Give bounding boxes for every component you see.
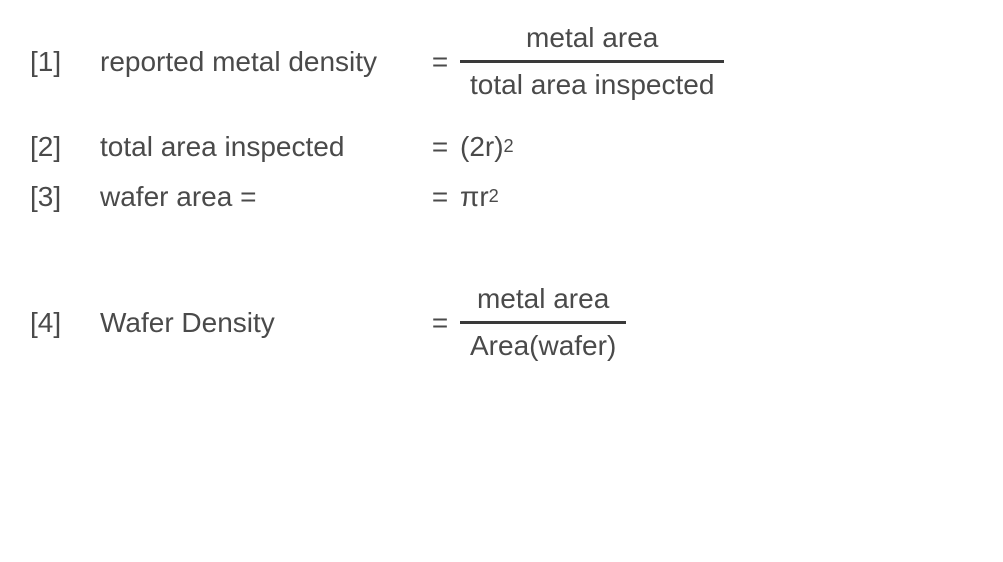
equals-sign: = bbox=[420, 181, 460, 213]
expr-sup: 2 bbox=[504, 136, 514, 157]
eq-rhs: metal area Area(wafer) bbox=[460, 281, 626, 364]
numerator: metal area bbox=[516, 20, 668, 56]
pi-symbol: π bbox=[460, 181, 479, 213]
equals-sign: = bbox=[420, 131, 460, 163]
denominator: Area(wafer) bbox=[460, 328, 626, 364]
eq-lhs: Wafer Density bbox=[100, 307, 420, 339]
denominator: total area inspected bbox=[460, 67, 724, 103]
equals-sign: = bbox=[420, 46, 460, 78]
eq-lhs: wafer area = bbox=[100, 181, 420, 213]
equals-sign: = bbox=[420, 307, 460, 339]
equation-3: [3] wafer area = = π r2 bbox=[30, 181, 973, 213]
equation-1: [1] reported metal density = metal area … bbox=[30, 20, 973, 103]
eq-rhs: π r2 bbox=[460, 181, 499, 213]
eq-rhs: metal area total area inspected bbox=[460, 20, 724, 103]
fraction-line bbox=[460, 60, 724, 63]
fraction: metal area Area(wafer) bbox=[460, 281, 626, 364]
eq-number: [1] bbox=[30, 46, 100, 78]
expr-base: (2r) bbox=[460, 131, 504, 163]
expr-base: r bbox=[479, 181, 488, 213]
fraction: metal area total area inspected bbox=[460, 20, 724, 103]
eq-lhs: total area inspected bbox=[100, 131, 420, 163]
expr-sup: 2 bbox=[489, 186, 499, 207]
eq-number: [2] bbox=[30, 131, 100, 163]
eq-rhs: (2r)2 bbox=[460, 131, 514, 163]
eq-number: [4] bbox=[30, 307, 100, 339]
equation-4: [4] Wafer Density = metal area Area(wafe… bbox=[30, 281, 973, 364]
fraction-line bbox=[460, 321, 626, 324]
eq-number: [3] bbox=[30, 181, 100, 213]
equation-2: [2] total area inspected = (2r)2 bbox=[30, 131, 973, 163]
eq-lhs: reported metal density bbox=[100, 46, 420, 78]
numerator: metal area bbox=[467, 281, 619, 317]
